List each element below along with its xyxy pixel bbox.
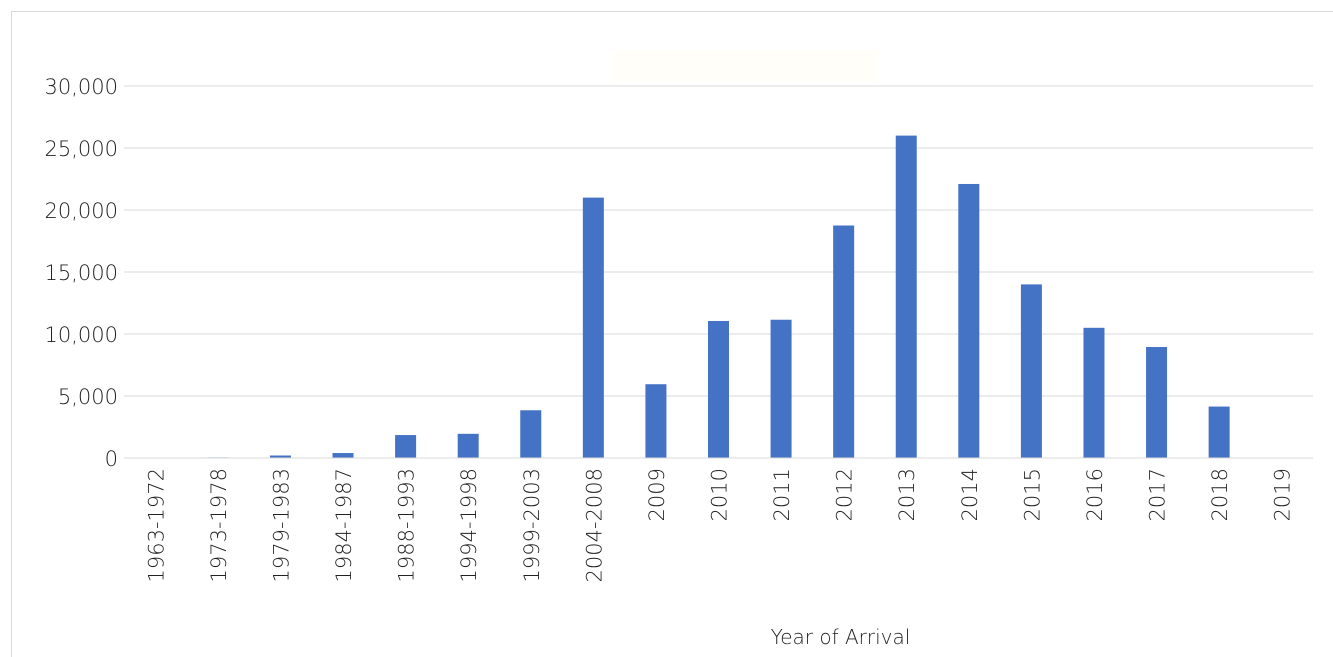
x-tick-label: 2012 [833,468,857,521]
y-tick-label: 15,000 [45,261,118,285]
x-tick-label: 2016 [1083,468,1107,521]
x-axis-ticks: 1963-1972 1973-1978 1979-1983 1984-1987 1988… [144,468,1294,582]
bar-2018 [1208,406,1230,458]
x-tick-label: 2004-2008 [582,468,606,582]
x-axis-label: Year of Arrival [771,625,911,649]
x-tick-label: 1973-1978 [207,468,231,582]
bar-2012 [833,225,855,458]
y-axis-ticks: 0 5,000 10,000 15,000 20,000 25,000 30,000 [45,75,118,471]
y-tick-label: 5,000 [58,385,118,409]
bar-2011 [770,319,792,458]
y-tick-label: 20,000 [45,199,118,223]
gridlines [124,85,1313,397]
bar-2010 [708,320,729,458]
y-tick-label: 25,000 [45,137,118,161]
bar-2004-2008 [582,197,604,458]
y-tick-label: 10,000 [45,323,118,347]
bar-2016 [1083,327,1105,458]
x-tick-label: 1988-1993 [395,468,419,582]
chart-title-box [613,50,877,82]
x-tick-label: 2015 [1020,468,1044,521]
bar-2015 [1020,284,1042,458]
bar-1979-1983 [269,455,291,458]
bar-2009 [645,384,667,458]
x-tick-label: 1999-2003 [520,468,544,582]
bars [144,135,1293,458]
bar-1994-1998 [457,433,479,458]
x-tick-label: 2019 [1271,468,1295,521]
x-tick-label: 2013 [895,468,919,521]
x-tick-label: 2018 [1208,468,1232,521]
bar-1984-1987 [332,453,354,458]
bar-2013 [895,135,917,458]
x-tick-label: 1994-1998 [457,468,481,582]
x-tick-label: 2009 [645,468,669,521]
x-tick-label: 1963-1972 [144,468,168,582]
bar-2014 [958,183,980,458]
bar-1988-1993 [395,435,417,458]
bar-2017 [1146,347,1168,458]
y-tick-label: 30,000 [45,75,118,99]
x-tick-label: 2014 [958,468,982,521]
x-tick-label: 1984-1987 [332,468,356,582]
bar-1999-2003 [520,410,542,458]
x-tick-label: 2017 [1146,468,1170,521]
x-tick-label: 1979-1983 [269,468,293,582]
x-tick-label: 2011 [770,468,794,521]
y-tick-label: 0 [105,447,118,471]
x-tick-label: 2010 [708,468,732,521]
